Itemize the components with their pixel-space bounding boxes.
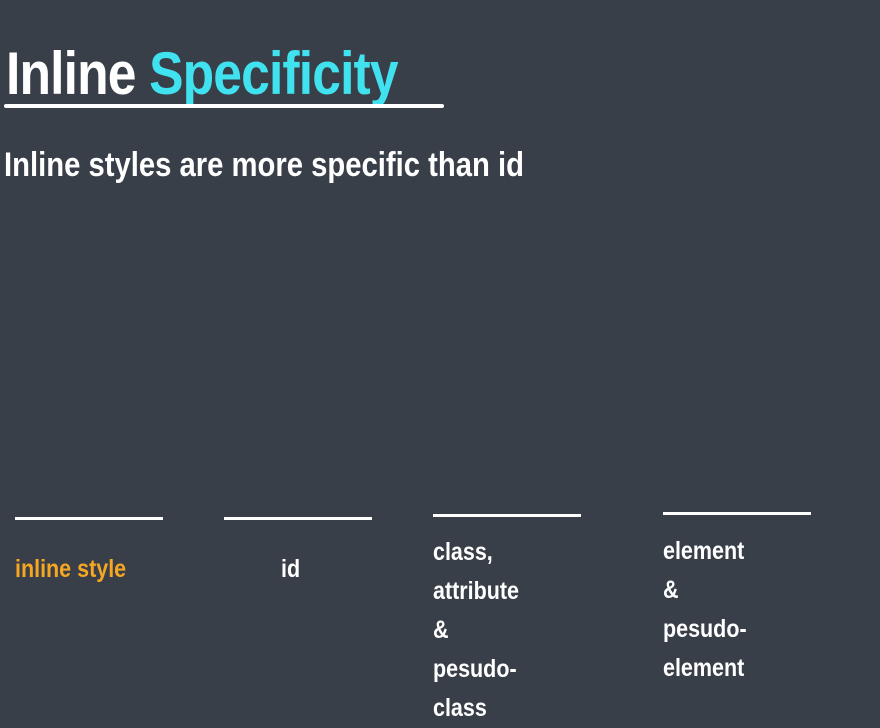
- slide-subtitle: Inline styles are more specific than id: [4, 146, 525, 184]
- slot-blank-line: [224, 517, 372, 520]
- slot-blank-line: [15, 517, 163, 520]
- slot-label-class: class, attribute & pesudo-class: [433, 538, 519, 722]
- slot-label-element: element & pesudo- element: [663, 537, 747, 682]
- slot-label-inline-style: inline style: [15, 555, 127, 583]
- slot-label-id: id: [281, 555, 301, 583]
- slide-title: Inline Specificity: [6, 38, 399, 110]
- slot-blank-line: [663, 512, 811, 515]
- title-word-specificity: Specificity: [149, 40, 399, 107]
- title-word-inline: Inline: [6, 40, 136, 107]
- title-underline: [4, 104, 444, 108]
- slot-blank-line: [433, 514, 581, 517]
